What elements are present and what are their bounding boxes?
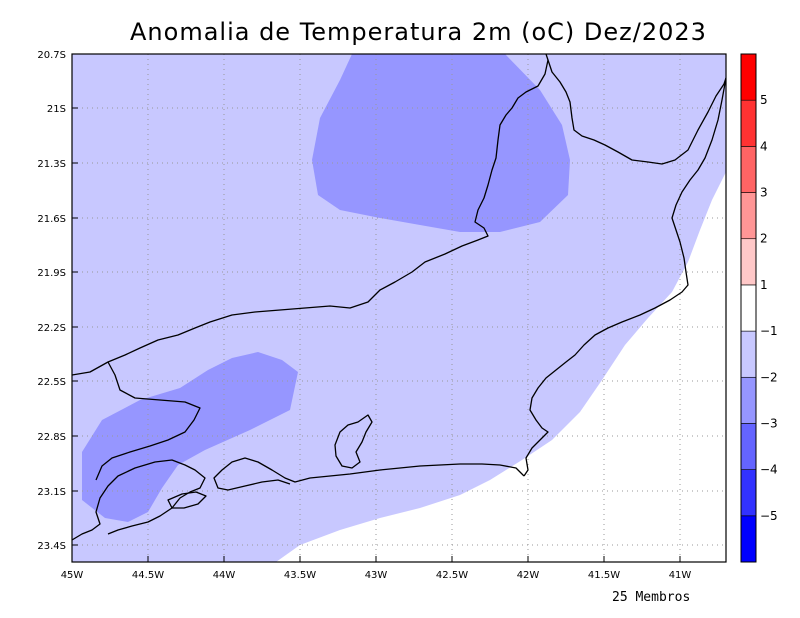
y-tick-label: 21.6S <box>37 214 66 225</box>
anomaly-fill-southwest-patch <box>82 352 298 522</box>
coastline-es <box>523 77 726 477</box>
colorbar-label: 3 <box>760 186 768 200</box>
x-tick-label: 42W <box>517 570 540 581</box>
y-tick-label: 21.3S <box>37 159 66 170</box>
colorbar-swatch <box>740 284 757 332</box>
members-footnote: 25 Membros <box>612 590 691 605</box>
colorbar-label: 4 <box>760 139 768 153</box>
colorbar-swatch <box>740 423 757 470</box>
x-axis-ticks <box>71 556 681 562</box>
coastline-rj <box>213 457 525 491</box>
map-boundaries <box>72 54 726 541</box>
anomaly-fill-neutral <box>276 172 726 562</box>
x-tick-label: 44W <box>213 570 236 581</box>
x-tick-label: 42.5W <box>436 570 468 581</box>
colorbar: −5 −4 −3 −2 −1 1 2 3 4 5 <box>740 53 778 563</box>
chart-title: Anomalia de Temperatura 2m (oC) Dez/2023 <box>130 18 707 46</box>
colorbar-label: 5 <box>760 93 768 107</box>
colorbar-swatch <box>740 515 757 563</box>
colorbar-label: −1 <box>760 324 778 338</box>
y-tick-label: 22.5S <box>37 377 66 388</box>
state-boundary-west <box>95 361 201 481</box>
colorbar-label: −5 <box>760 509 778 523</box>
x-tick-label: 43.5W <box>284 570 316 581</box>
y-axis-labels: 20.7S 21S 21.3S 21.6S 21.9S 22.2S 22.5S … <box>37 50 66 552</box>
colorbar-swatch <box>740 192 757 240</box>
x-tick-label: 41.5W <box>588 570 620 581</box>
colorbar-swatch <box>740 53 757 101</box>
grid <box>72 54 726 562</box>
y-axis-ticks <box>72 53 78 546</box>
colorbar-label: −4 <box>760 463 778 477</box>
y-tick-label: 23.4S <box>37 541 66 552</box>
colorbar-label: 1 <box>760 278 768 292</box>
colorbar-swatch <box>740 330 757 378</box>
colorbar-frame <box>740 53 757 563</box>
x-tick-label: 43W <box>365 570 388 581</box>
state-boundary <box>72 59 726 376</box>
colorbar-label: −3 <box>760 416 778 430</box>
coastline-guanabara <box>334 414 373 469</box>
ilha-grande <box>167 491 207 509</box>
colorbar-swatch <box>740 99 757 147</box>
y-tick-label: 21S <box>47 104 66 115</box>
x-axis-labels: 45W 44.5W 44W 43.5W 43W 42.5W 42W 41.5W … <box>61 570 692 581</box>
plot-frame <box>71 53 727 563</box>
x-tick-label: 41W <box>669 570 692 581</box>
y-tick-label: 22.2S <box>37 323 66 334</box>
colorbar-labels: −5 −4 −3 −2 −1 1 2 3 4 5 <box>760 93 778 523</box>
state-boundary-north <box>545 54 549 61</box>
colorbar-swatch <box>740 376 757 424</box>
y-tick-label: 20.7S <box>37 50 66 61</box>
colorbar-swatch <box>740 146 757 193</box>
colorbar-swatch <box>740 469 757 517</box>
x-tick-label: 44.5W <box>132 570 164 581</box>
y-tick-label: 22.8S <box>37 432 66 443</box>
colorbar-label: −2 <box>760 370 778 384</box>
colorbar-swatch <box>740 238 757 286</box>
colorbar-swatches <box>740 53 757 563</box>
y-tick-label: 21.9S <box>37 268 66 279</box>
y-tick-label: 23.1S <box>37 487 66 498</box>
colorbar-label: 2 <box>760 232 768 246</box>
x-tick-label: 45W <box>61 570 84 581</box>
anomaly-fill-north-patch <box>312 54 570 232</box>
coastline-west <box>72 459 206 541</box>
